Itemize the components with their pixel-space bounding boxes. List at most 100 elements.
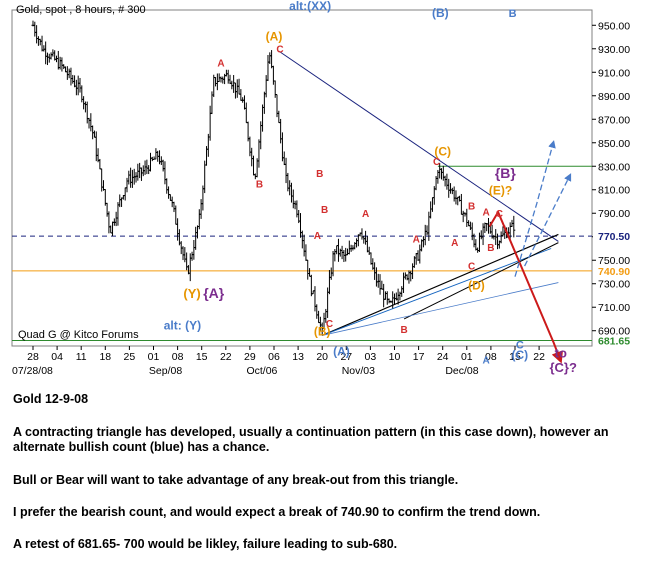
x-tick-label: 18 [99,351,111,363]
x-month-label: Sep/08 [149,365,182,377]
x-tick-label: 15 [196,351,208,363]
wave-label: alt: (Y) [164,319,201,333]
notes-paragraph-2: Bull or Bear will want to take advantage… [13,473,459,487]
x-tick-label: 03 [365,351,377,363]
wave-label: A [482,208,489,219]
trendline [278,50,559,242]
wave-label: to [555,346,567,361]
wave-label: B [401,325,408,336]
wave-label: A [451,238,458,249]
x-month-label: Oct/06 [246,365,277,377]
chart-title: Gold, spot , 8 hours, # 300 [16,4,146,16]
y-tick-label: 930.00 [598,44,630,56]
notes-paragraph-3: I prefer the bearish count, and would ex… [13,505,541,519]
price-bar [512,215,516,238]
x-tick-label: 28 [27,351,39,363]
wave-label: (A) [266,30,283,44]
x-tick-label: 08 [485,351,497,363]
x-tick-label: 11 [76,351,87,363]
wave-label: C [276,44,283,55]
wave-label: B [468,202,475,213]
wave-label: B [256,179,263,190]
y-tick-label: 750.00 [598,255,630,267]
x-tick-label: 06 [268,351,280,363]
y-tick-label: 910.00 [598,67,630,79]
wave-label: (B) [314,324,331,338]
notes-paragraph-1: A contracting triangle has developed, us… [13,425,609,454]
trendline [322,282,559,336]
y-tick-label: 890.00 [598,91,630,103]
wave-label: C [326,319,333,330]
wave-label: C [496,209,503,220]
wave-label: A [362,209,369,220]
level-label-text: 681.65 [598,336,630,348]
y-tick-label: 810.00 [598,185,630,197]
wave-label: C [516,339,524,351]
y-tick-label: 830.00 [598,161,630,173]
wave-label: B [321,205,328,216]
wave-label: {C}? [549,360,577,375]
level-label-text: 770.50 [598,231,630,243]
watermark: Quad G @ Kitco Forums [18,329,139,341]
x-tick-label: 01 [148,351,160,363]
trendline [321,233,559,336]
x-tick-label: 22 [220,351,232,363]
wave-label: (Y) [183,286,200,301]
x-tick-label: 15 [509,351,521,363]
wave-label: A [413,235,420,246]
wave-label: B [509,8,517,20]
wave-label: C [468,262,475,273]
level-label-text: 740.90 [598,266,630,278]
x-tick-label: 13 [292,351,304,363]
x-tick-label: 25 [124,351,136,363]
level-label: 681.65 [593,334,637,348]
wave-label: A [314,231,321,242]
wave-label: A [217,58,224,69]
y-tick-label: 730.00 [598,279,630,291]
level-label-bg [593,334,637,347]
level-label-bg [593,264,637,277]
trendline [322,248,552,336]
wave-label: (B) [432,6,449,20]
notes-date: Gold 12-9-08 [13,392,89,406]
x-tick-label: 29 [244,351,256,363]
level-label: 740.90 [593,264,637,278]
wave-label: C [433,157,440,168]
x-tick-label: 24 [437,351,449,363]
plot-area [11,9,593,347]
wave-label: B [487,243,494,254]
wave-label: {A} [203,285,225,301]
wave-label: (C) [434,145,451,159]
bearish-projection [488,209,563,364]
x-tick-label: 22 [533,351,545,363]
trendline [403,242,559,320]
x-tick-label: 17 [413,351,425,363]
wave-label: alt:(XX) [289,0,331,13]
x-tick-label: 04 [51,351,63,363]
x-month-label: 07/28/08 [12,365,53,377]
wave-label: (D) [468,279,485,293]
y-tick-label: 710.00 [598,302,630,314]
y-tick-label: 950.00 [598,20,630,32]
x-month-label: Dec/08 [445,365,478,377]
level-label: 770.50 [593,230,637,243]
x-month-label: Nov/03 [342,365,375,377]
wave-label: (C) [511,348,528,362]
x-tick-label: 20 [316,351,328,363]
y-tick-label: 790.00 [598,208,630,220]
x-tick-label: 01 [461,351,473,363]
wave-label: A [482,356,489,367]
price-bars [31,20,516,336]
wave-label: B [316,169,323,180]
wave-label: (E)? [489,183,512,197]
x-tick-label: 27 [340,351,352,363]
x-tick-label: 08 [172,351,184,363]
bullish-projection [514,140,556,277]
y-tick-label: 850.00 [598,138,630,150]
x-tick-label: 10 [389,351,401,363]
notes-paragraph-4: A retest of 681.65- 700 would be likley,… [13,537,398,551]
wave-label: (A) [333,344,350,358]
bullish-alt-projection [524,173,572,267]
wave-label: {B} [495,165,517,181]
y-tick-label: 870.00 [598,114,630,126]
